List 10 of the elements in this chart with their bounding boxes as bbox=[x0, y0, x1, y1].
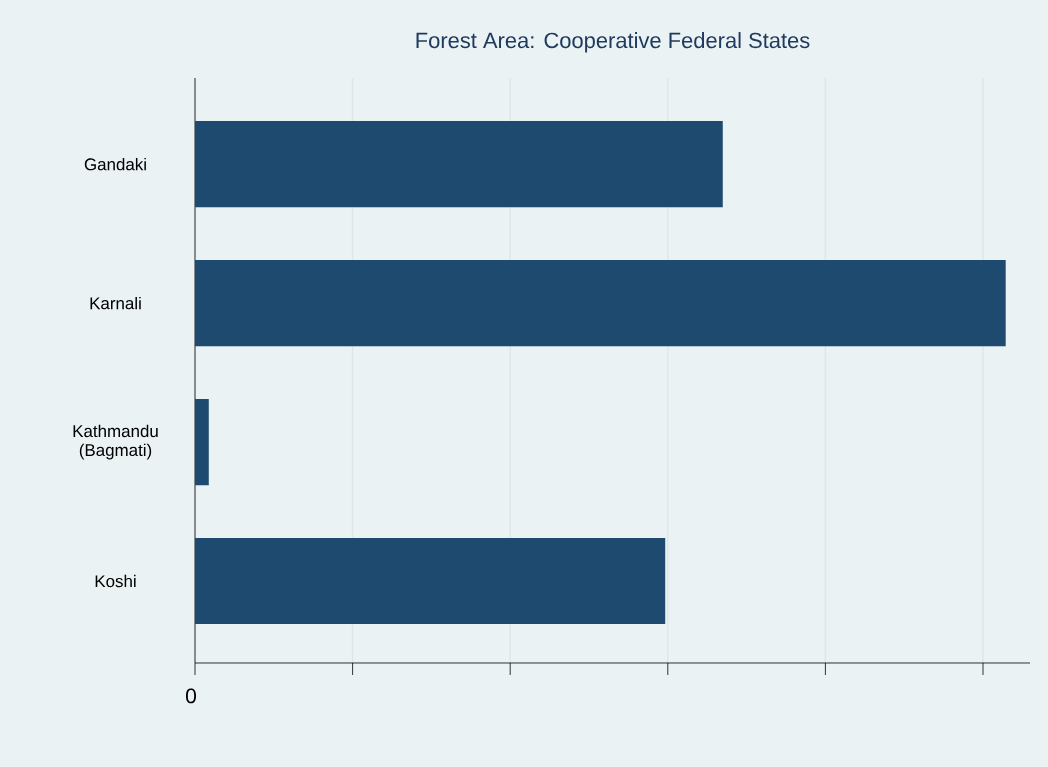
y-tick-label: Koshi bbox=[95, 574, 136, 588]
bar bbox=[195, 398, 209, 486]
chart-title: Forest Area: Cooperative Federal States bbox=[416, 32, 810, 53]
bar bbox=[195, 260, 1006, 347]
bar bbox=[195, 537, 666, 625]
bar bbox=[195, 121, 723, 208]
y-tick-label: Kathmandu (Bagmati) bbox=[73, 424, 158, 460]
y-tick-label: Gandaki bbox=[84, 157, 146, 171]
text: 0 bbox=[186, 688, 196, 704]
y-tick-label: Karnali bbox=[90, 296, 141, 310]
